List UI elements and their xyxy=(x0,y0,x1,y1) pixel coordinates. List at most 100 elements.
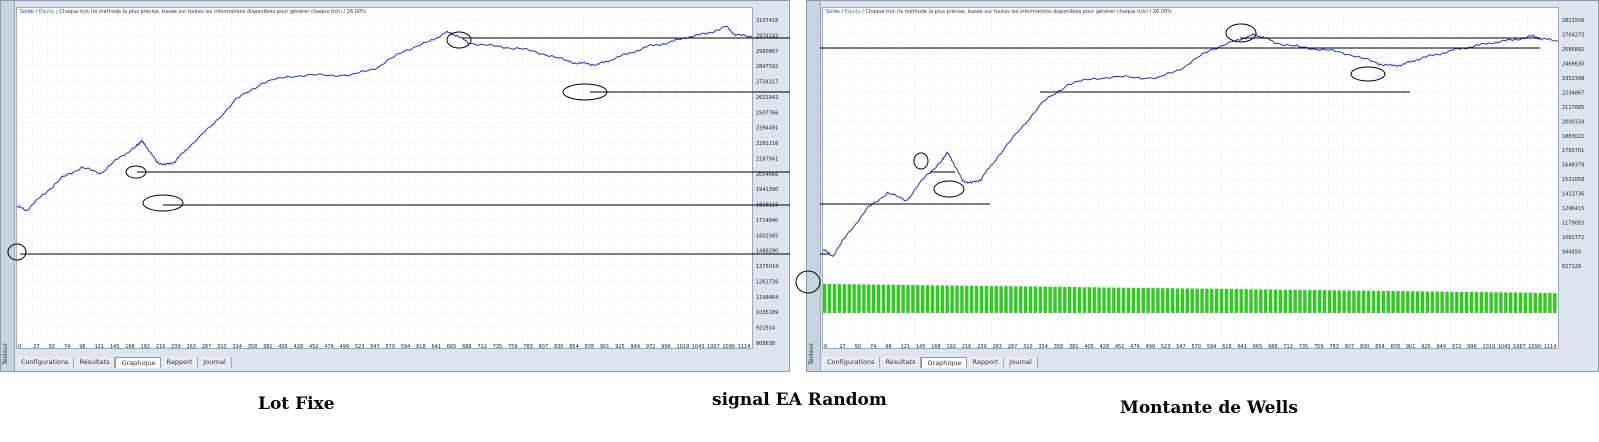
volume-bar xyxy=(1058,286,1062,313)
x-tick-label: 901 xyxy=(600,344,610,350)
x-tick-label: 735 xyxy=(493,344,503,350)
chart-header-text: / Chaque tick (la méthode la plus précis… xyxy=(862,9,1172,15)
volume-bar xyxy=(827,284,832,313)
volume-bar xyxy=(1415,291,1420,313)
tab-graph[interactable]: Graphique xyxy=(115,357,162,368)
tab-report[interactable]: Rapport xyxy=(161,357,199,368)
volume-bar xyxy=(881,284,886,313)
volume-bar xyxy=(1489,292,1493,313)
x-tick-label: 405 xyxy=(1084,344,1094,350)
legend-balance: Solde xyxy=(826,9,840,15)
y-tick-label: 2960867 xyxy=(756,49,778,55)
y-tick-label: 2000334 xyxy=(1562,119,1584,125)
x-tick-label: 783 xyxy=(1329,344,1339,350)
volume-bar xyxy=(1474,292,1479,313)
y-tick-label: 1296415 xyxy=(1562,206,1584,212)
volume-bar xyxy=(1303,289,1307,313)
x-tick-label: 381 xyxy=(263,344,273,350)
volume-bar xyxy=(1175,288,1180,313)
x-tick-label: 949 xyxy=(1437,344,1447,350)
x-tick-label: 145 xyxy=(916,344,926,350)
volume-bar xyxy=(1283,289,1288,313)
x-tick-label: 1090 xyxy=(1528,344,1541,350)
volume-bar xyxy=(1278,289,1283,313)
volume-bar xyxy=(876,284,881,313)
x-tick-label: 759 xyxy=(508,344,518,350)
volume-bar xyxy=(1327,290,1332,313)
volume-bar xyxy=(1107,287,1111,313)
x-tick-label: 358 xyxy=(1054,344,1064,350)
volume-bar xyxy=(935,285,940,313)
volume-bar xyxy=(1102,287,1106,313)
x-tick-label: 476 xyxy=(1130,344,1140,350)
x-tick-label: 570 xyxy=(1192,344,1202,350)
volume-bar xyxy=(1259,289,1263,313)
y-tick-label: 1261739 xyxy=(756,279,778,285)
tab-graph[interactable]: Graphique xyxy=(921,357,968,368)
tab-journal[interactable]: Journal xyxy=(1004,357,1038,368)
tab-results[interactable]: Résultats xyxy=(880,357,922,368)
volume-bar xyxy=(1156,288,1160,313)
y-tick-label: 1883022 xyxy=(1562,134,1584,140)
x-tick-label: 830 xyxy=(554,344,564,350)
volume-bar xyxy=(974,285,979,313)
chart-svg-right: 2821556 2704273 2586892 2469630 2352348 22348… xyxy=(822,16,1584,350)
y-tick-label: 2704273 xyxy=(1562,32,1584,38)
x-tick-label: 310 xyxy=(217,344,227,350)
x-tick-label: 901 xyxy=(1406,344,1416,350)
tester-side-label: Testeur xyxy=(2,343,9,365)
tab-results[interactable]: Résultats xyxy=(74,357,116,368)
volume-bar xyxy=(1366,290,1371,313)
volume-bar xyxy=(1205,288,1209,313)
volume-bar xyxy=(837,284,842,313)
volume-bar xyxy=(1239,289,1243,313)
volume-bar xyxy=(940,285,945,313)
tester-side-bar[interactable]: Testeur xyxy=(807,1,821,371)
y-tick-label: 2507766 xyxy=(756,110,778,116)
x-tick-label: 1019 xyxy=(676,344,689,350)
volume-bar xyxy=(1131,287,1136,313)
volume-bar xyxy=(1332,290,1337,313)
volume-bar xyxy=(1190,288,1194,313)
volume-bar xyxy=(911,285,915,313)
tab-configurations[interactable]: Configurations xyxy=(822,357,881,368)
volume-bar xyxy=(1455,291,1459,313)
volume-bar xyxy=(979,285,984,313)
tab-journal[interactable]: Journal xyxy=(198,357,232,368)
volume-bar xyxy=(916,285,920,313)
tab-report[interactable]: Rapport xyxy=(967,357,1005,368)
legend-equity: Equity xyxy=(38,9,55,15)
x-tick-label: 216 xyxy=(962,344,972,350)
x-tick-label: 618 xyxy=(416,344,426,350)
volume-bar xyxy=(1513,292,1518,313)
volume-bar xyxy=(1053,286,1057,313)
volume-bar xyxy=(1210,288,1214,313)
y-tick-label: 1828115 xyxy=(756,203,778,209)
x-tick-label: 641 xyxy=(1237,344,1247,350)
x-tick-label: 641 xyxy=(431,344,441,350)
x-tick-label: 98 xyxy=(885,344,891,350)
volume-bar xyxy=(852,284,856,313)
volume-bar xyxy=(862,284,866,313)
volume-bar xyxy=(1249,289,1253,313)
legend-balance: Solde xyxy=(20,9,34,15)
volume-bar xyxy=(1023,286,1028,313)
volume-bar xyxy=(1048,286,1052,313)
tester-side-bar[interactable]: Testeur xyxy=(1,1,15,371)
volume-bar xyxy=(847,284,851,313)
volume-bar xyxy=(994,286,998,313)
tab-configurations[interactable]: Configurations xyxy=(16,357,75,368)
volume-bar xyxy=(1484,292,1488,313)
x-tick-label: 50 xyxy=(855,344,861,350)
y-tick-label: 3107418 xyxy=(756,18,778,24)
x-tick-label: 428 xyxy=(1100,344,1110,350)
volume-bar xyxy=(1072,287,1077,313)
volume-bar xyxy=(1166,288,1170,313)
volume-bar xyxy=(989,286,994,313)
volume-bar xyxy=(1381,290,1386,313)
y-tick-label: 1148464 xyxy=(756,295,778,301)
volume-bar xyxy=(1004,286,1008,313)
volume-bar xyxy=(1019,286,1023,313)
volume-bar xyxy=(1180,288,1185,313)
volume-bar xyxy=(1273,289,1278,313)
